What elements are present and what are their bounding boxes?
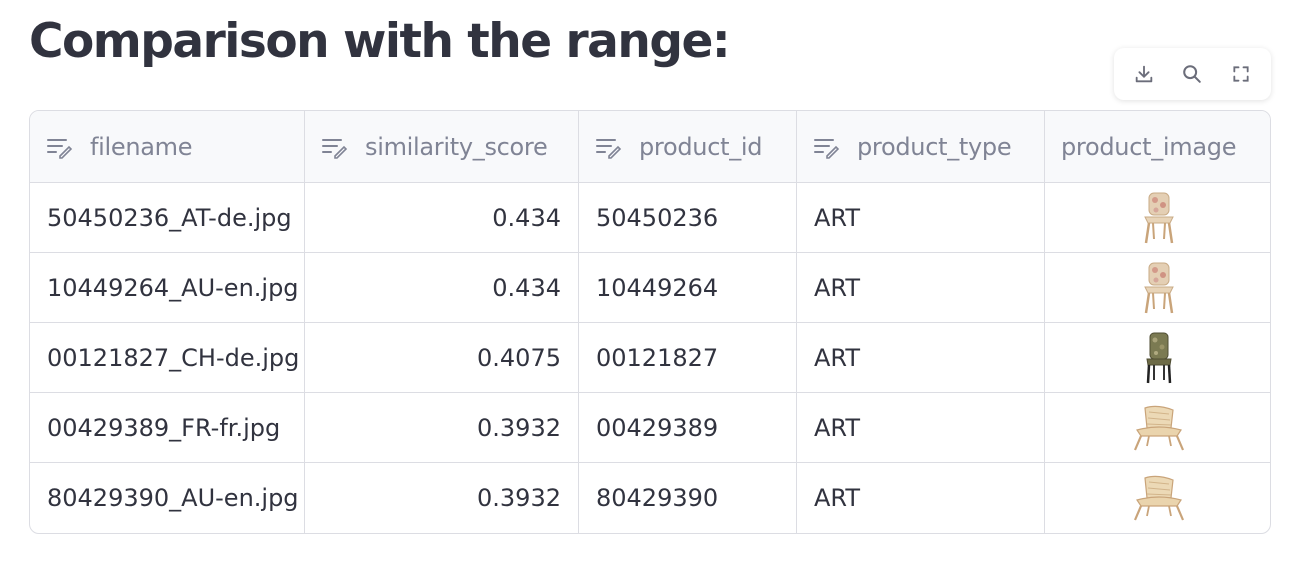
table-cell-product-id[interactable]: 00429389 [579,393,797,463]
table-cell-product-image[interactable] [1045,393,1270,463]
search-button[interactable] [1172,54,1212,94]
table-cell-product-id[interactable]: 10449264 [579,253,797,323]
table-cell-similarity-score[interactable]: 0.4075 [305,323,579,393]
text-column-icon [321,135,349,159]
column-header-label: product_image [1061,132,1237,161]
column-header-label: product_id [639,132,763,161]
rattan-lounge-chair-image [1133,475,1184,521]
data-table[interactable]: filename similarity_score product_id pro… [29,110,1271,534]
fullscreen-icon [1233,66,1249,82]
text-column-icon [595,135,623,159]
column-header-label: product_type [857,132,1012,161]
table-cell-similarity-score[interactable]: 0.3932 [305,393,579,463]
column-header-similarity-score[interactable]: similarity_score [305,111,579,183]
text-column-icon [813,135,841,159]
table-cell-filename[interactable]: 50450236_AT-de.jpg [30,183,305,253]
wicker-chair-floral-image [1143,262,1174,313]
table-cell-filename[interactable]: 80429390_AU-en.jpg [30,463,305,533]
column-header-product-id[interactable]: product_id [579,111,797,183]
upholstered-chair-dark-image [1145,332,1172,383]
table-toolbar [1114,48,1271,100]
table-cell-product-type[interactable]: ART [797,253,1045,323]
table-cell-product-image[interactable] [1045,463,1270,533]
download-icon [1135,65,1153,83]
column-header-label: filename [90,132,193,161]
table-cell-product-type[interactable]: ART [797,393,1045,463]
table-cell-product-id[interactable]: 00121827 [579,323,797,393]
table-cell-product-image[interactable] [1045,323,1270,393]
table-cell-filename[interactable]: 00429389_FR-fr.jpg [30,393,305,463]
table-cell-product-type[interactable]: ART [797,323,1045,393]
table-cell-similarity-score[interactable]: 0.434 [305,183,579,253]
table-cell-product-type[interactable]: ART [797,183,1045,253]
column-header-label: similarity_score [365,132,548,161]
table-cell-product-type[interactable]: ART [797,463,1045,533]
table-cell-product-id[interactable]: 80429390 [579,463,797,533]
rattan-lounge-chair-image [1133,405,1184,450]
column-header-product-type[interactable]: product_type [797,111,1045,183]
table-cell-product-id[interactable]: 50450236 [579,183,797,253]
column-header-product-image[interactable]: product_image [1045,111,1270,183]
column-header-filename[interactable]: filename [30,111,305,183]
table-cell-similarity-score[interactable]: 0.434 [305,253,579,323]
table-cell-product-image[interactable] [1045,253,1270,323]
table-cell-filename[interactable]: 00121827_CH-de.jpg [30,323,305,393]
wicker-chair-floral-image [1143,192,1174,243]
download-button[interactable] [1124,54,1164,94]
text-column-icon [46,135,74,159]
table-cell-similarity-score[interactable]: 0.3932 [305,463,579,533]
table-cell-filename[interactable]: 10449264_AU-en.jpg [30,253,305,323]
page-title: Comparison with the range: [29,14,731,69]
search-icon [1183,65,1202,83]
fullscreen-button[interactable] [1221,54,1261,94]
table-cell-product-image[interactable] [1045,183,1270,253]
